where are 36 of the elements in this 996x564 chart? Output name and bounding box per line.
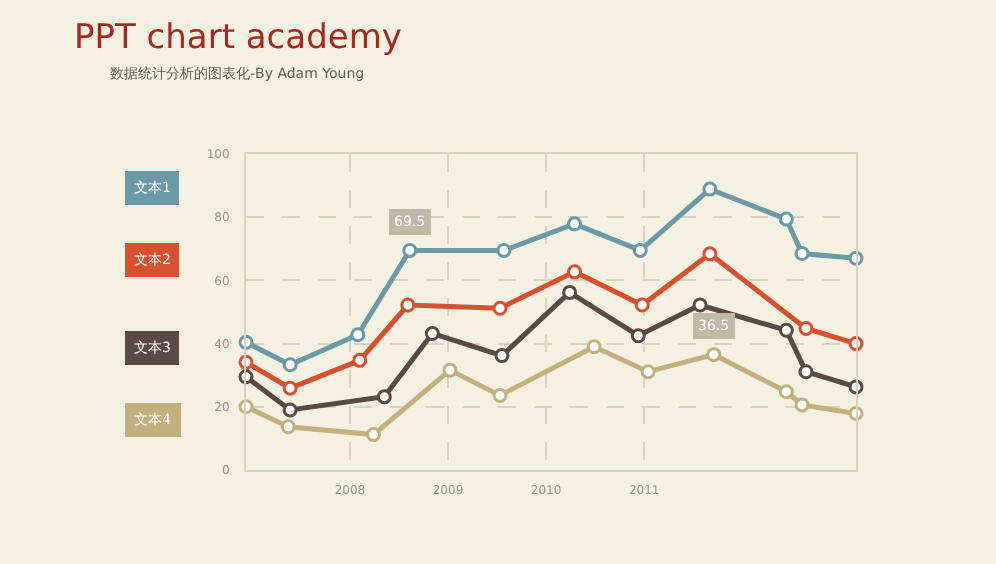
- point: [492, 387, 508, 403]
- point: [282, 380, 298, 396]
- point: [794, 397, 810, 413]
- point: [282, 402, 298, 418]
- point: [492, 300, 508, 316]
- point: [494, 348, 510, 364]
- point: [634, 297, 650, 313]
- point: [376, 389, 392, 405]
- point: [778, 211, 794, 227]
- point: [798, 364, 814, 380]
- point: [350, 327, 366, 343]
- point: [424, 325, 440, 341]
- point: [562, 284, 578, 300]
- point: [794, 246, 810, 262]
- point: [366, 427, 381, 443]
- point: [630, 328, 646, 344]
- point: [496, 242, 512, 258]
- point: [567, 216, 583, 232]
- point: [632, 242, 648, 258]
- point: [282, 357, 298, 373]
- point: [702, 181, 718, 197]
- point: [706, 347, 722, 363]
- point: [402, 242, 418, 258]
- point: [586, 339, 602, 355]
- point: [442, 362, 458, 378]
- point: [702, 246, 718, 262]
- point: [280, 419, 296, 435]
- point: [692, 297, 708, 313]
- point: [567, 264, 583, 280]
- point: [778, 384, 794, 400]
- point: [640, 364, 656, 380]
- point: [352, 352, 368, 368]
- point: [798, 320, 814, 336]
- point: [400, 297, 416, 313]
- point: [778, 322, 794, 338]
- chart-title: PPT chart academy: [74, 18, 402, 58]
